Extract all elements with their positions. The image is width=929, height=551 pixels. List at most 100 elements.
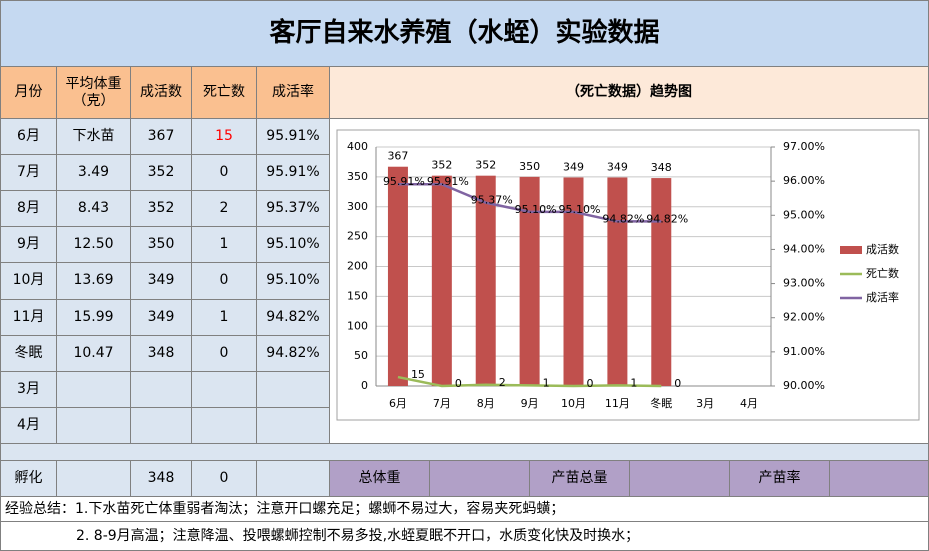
total-value (829, 460, 929, 497)
y-tick-label: 0 (361, 379, 368, 392)
data-cell: 1 (191, 226, 257, 264)
data-cell: 348 (130, 460, 192, 497)
data-label: 0 (674, 377, 681, 390)
y-tick-label: 250 (347, 230, 368, 243)
y2-tick-label: 93.00% (783, 277, 825, 290)
x-tick-label: 10月 (561, 397, 586, 410)
data-cell: 0 (191, 154, 257, 192)
bar (607, 177, 628, 386)
summary-line: 2. 8-9月高温；注意降温、投喂螺蛳控制不易多投,水蛭夏眠不开口，水质变化快及… (76, 527, 640, 544)
legend-label: 死亡数 (866, 266, 899, 280)
data-cell: 95.91% (256, 154, 330, 192)
data-cell (191, 370, 257, 408)
column-header: 成活数 (130, 66, 192, 119)
x-tick-label: 8月 (477, 397, 495, 410)
legend-label: 成活数 (866, 243, 899, 256)
bar (519, 176, 540, 386)
y2-tick-label: 96.00% (783, 174, 825, 187)
data-label: 2 (499, 376, 506, 389)
data-cell: 94.82% (256, 298, 330, 336)
y-tick-label: 150 (347, 289, 368, 302)
y-tick-label: 50 (354, 349, 368, 362)
data-cell: 15 (191, 118, 257, 156)
legend-swatch (840, 246, 862, 254)
bar-label: 348 (651, 161, 672, 174)
total-label: 总体重 (329, 460, 430, 497)
line (397, 182, 662, 223)
data-cell (256, 370, 330, 408)
data-label: 94.82% (602, 212, 644, 225)
data-cell: 12.50 (56, 226, 131, 264)
data-cell: 94.82% (256, 334, 330, 372)
x-tick-label: 7月 (433, 397, 451, 410)
total-label: 产苗率 (729, 460, 830, 497)
y2-tick-label: 91.00% (783, 345, 825, 358)
data-label: 95.37% (471, 194, 513, 207)
data-label: 1 (543, 376, 550, 389)
row-label: 3月 (0, 370, 57, 408)
row-label: 11月 (0, 298, 57, 336)
y-tick-label: 300 (347, 200, 368, 213)
data-cell: 95.10% (256, 262, 330, 300)
bar (475, 175, 496, 386)
total-label: 产苗总量 (529, 460, 630, 497)
data-cell: 367 (130, 118, 192, 156)
x-tick-label: 9月 (521, 397, 539, 410)
data-label: 0 (587, 377, 594, 390)
data-label: 95.91% (383, 175, 425, 188)
bar (563, 177, 584, 386)
data-label: 94.82% (646, 212, 688, 225)
data-cell: 95.91% (256, 118, 330, 156)
data-cell: 15.99 (56, 298, 131, 336)
x-tick-label: 冬眠 (650, 396, 672, 410)
row-label: 4月 (0, 406, 57, 444)
data-label: 15 (411, 368, 425, 381)
data-cell: 0 (191, 460, 257, 497)
y-tick-label: 350 (347, 170, 368, 183)
y2-tick-label: 97.00% (783, 140, 825, 153)
x-tick-label: 4月 (740, 397, 758, 410)
bar (651, 178, 672, 386)
total-value (429, 460, 530, 497)
y2-tick-label: 90.00% (783, 379, 825, 392)
column-header: 死亡数 (191, 66, 257, 119)
data-cell (56, 460, 131, 497)
line (397, 375, 662, 388)
row-label: 冬眠 (0, 334, 57, 372)
bar-label: 349 (563, 160, 584, 173)
y2-tick-label: 92.00% (783, 311, 825, 324)
data-label: 0 (455, 377, 462, 390)
data-cell: 95.10% (256, 226, 330, 264)
bar-label: 352 (431, 159, 452, 172)
x-tick-label: 6月 (389, 397, 407, 410)
data-label: 1 (630, 376, 637, 389)
legend-label: 成活率 (866, 290, 899, 304)
bar-label: 350 (519, 160, 540, 173)
data-cell (256, 406, 330, 444)
total-value (629, 460, 730, 497)
data-label: 95.10% (515, 203, 557, 216)
y2-tick-label: 95.00% (783, 208, 825, 221)
bar-label: 349 (607, 160, 628, 173)
data-label: 95.10% (559, 203, 601, 216)
bar-label: 352 (475, 159, 496, 172)
data-cell (130, 406, 192, 444)
data-cell: 348 (130, 334, 192, 372)
bar (387, 166, 408, 386)
x-tick-label: 11月 (605, 397, 630, 410)
y-tick-label: 100 (347, 319, 368, 332)
y-tick-label: 400 (347, 140, 368, 153)
data-label: 95.91% (427, 175, 469, 188)
bar-label: 367 (387, 150, 408, 163)
y-tick-label: 200 (347, 260, 368, 273)
bar (431, 175, 452, 386)
y2-tick-label: 94.00% (783, 242, 825, 255)
row-label: 6月 (0, 118, 57, 156)
data-cell: 10.47 (56, 334, 131, 372)
row-label: 8月 (0, 190, 57, 228)
summary-line: 经验总结：1.下水苗死亡体重弱者淘汰；注意开口螺充足；螺蛳不易过大，容易夹死蚂蟥… (5, 500, 565, 517)
data-cell: 349 (130, 298, 192, 336)
sheet-title: 客厅自来水养殖（水蛭）实验数据 (0, 0, 929, 67)
